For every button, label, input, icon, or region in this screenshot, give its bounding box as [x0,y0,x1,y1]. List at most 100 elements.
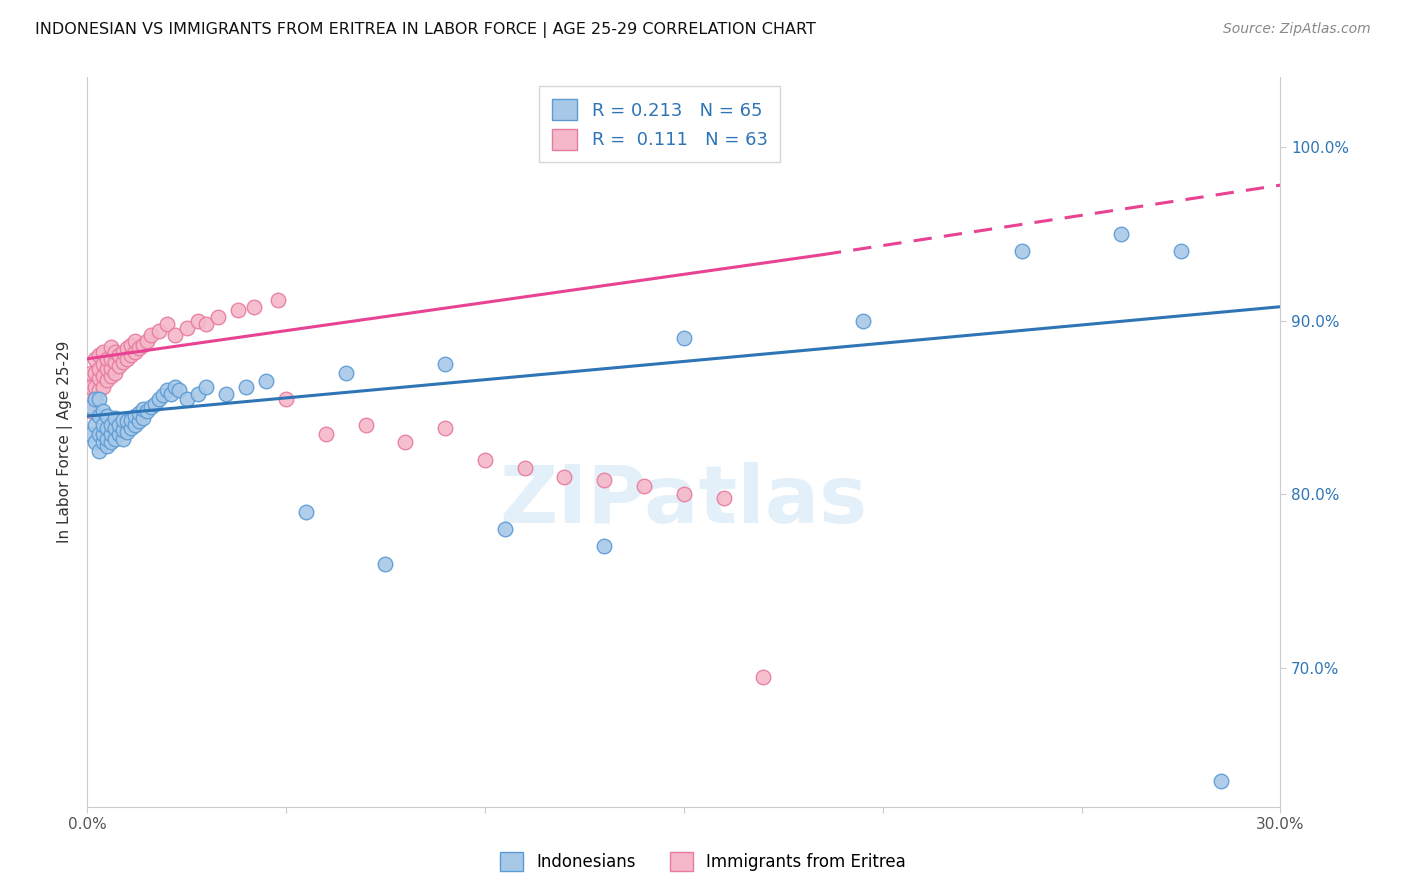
Point [335,366,357,380]
Point [167,383,190,397]
Point [156,317,179,331]
Point [96,373,118,387]
Point [96,409,118,424]
Point [135,334,157,349]
Point [195,317,218,331]
Point [91,379,114,393]
Point [104,421,127,435]
Point [87,348,110,362]
Point [80,426,103,441]
Point [434,421,457,435]
Point [672,331,695,345]
Point [176,392,198,406]
Point [633,478,655,492]
Text: ZIPatlas: ZIPatlas [499,461,868,540]
Point [104,366,127,380]
Point [139,401,162,415]
Point [474,452,496,467]
Text: INDONESIAN VS IMMIGRANTS FROM ERITREA IN LABOR FORCE | AGE 25-29 CORRELATION CHA: INDONESIAN VS IMMIGRANTS FROM ERITREA IN… [35,22,815,38]
Point [434,357,457,371]
Point [315,426,337,441]
Point [111,432,134,446]
Point [108,359,131,373]
Point [100,426,122,441]
Point [115,342,138,356]
Point [87,392,110,406]
Point [148,392,170,406]
Point [195,379,218,393]
Point [84,435,107,450]
Point [100,435,122,450]
Point [108,348,131,362]
Point [1011,244,1033,259]
Point [852,313,875,327]
Point [163,379,186,393]
Point [91,357,114,371]
Point [96,351,118,366]
Point [111,344,134,359]
Point [87,362,110,376]
Legend: R = 0.213   N = 65, R =  0.111   N = 63: R = 0.213 N = 65, R = 0.111 N = 63 [540,87,780,162]
Point [87,409,110,424]
Point [91,417,114,432]
Point [553,470,575,484]
Point [159,386,181,401]
Point [91,435,114,450]
Point [394,435,416,450]
Point [132,410,155,425]
Point [254,375,277,389]
Point [243,300,266,314]
Point [100,369,122,384]
Point [128,406,150,420]
Point [752,670,775,684]
Point [80,392,103,406]
Point [100,360,122,375]
Point [91,369,114,384]
Point [139,327,162,342]
Point [135,404,157,418]
Point [84,366,107,380]
Point [120,338,142,352]
Point [513,461,536,475]
Point [354,417,377,432]
Point [132,402,155,417]
Point [176,320,198,334]
Point [235,379,257,393]
Point [1209,773,1232,788]
Point [120,421,142,435]
Point [104,432,127,446]
Point [124,409,146,424]
Point [104,410,127,425]
Point [215,386,238,401]
Text: Source: ZipAtlas.com: Source: ZipAtlas.com [1223,22,1371,37]
Point [593,474,616,488]
Point [104,344,127,359]
Legend: Indonesians, Immigrants from Eritrea: Indonesians, Immigrants from Eritrea [492,843,914,880]
Point [84,392,107,406]
Point [91,426,114,441]
Point [108,417,131,432]
Point [87,426,110,441]
Point [84,379,107,393]
Point [374,557,396,571]
Point [132,338,155,352]
Point [80,379,103,393]
Point [96,432,118,446]
Point [104,355,127,369]
Point [120,412,142,426]
Point [87,383,110,397]
Point [111,355,134,369]
Point [80,401,103,415]
Point [124,417,146,432]
Point [143,397,166,411]
Point [156,383,179,397]
Point [148,324,170,338]
Point [115,351,138,366]
Point [1111,227,1133,241]
Point [672,487,695,501]
Point [87,443,110,458]
Point [100,417,122,432]
Point [84,392,107,406]
Point [96,362,118,376]
Point [91,344,114,359]
